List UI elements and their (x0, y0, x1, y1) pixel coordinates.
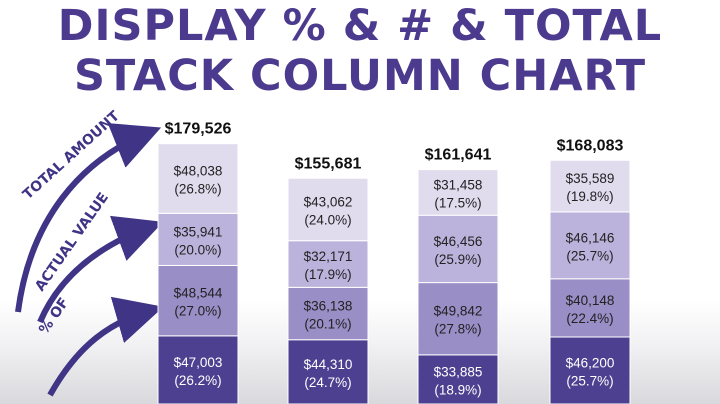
bar-segment (157, 212, 239, 266)
segment-percent-label: (26.2%) (174, 373, 221, 388)
bar-segment (417, 169, 499, 216)
segment-value-label: $46,200 (566, 356, 615, 371)
segment-percent-label: (17.5%) (434, 195, 481, 210)
segment-percent-label: (20.0%) (174, 242, 221, 257)
segment-value-label: $49,842 (434, 304, 483, 319)
segment-percent-label: (26.8%) (174, 182, 221, 197)
segment-percent-label: (25.7%) (566, 374, 613, 389)
chart-title-line-2: STACK COLUMN CHART (73, 51, 647, 101)
segment-value-label: $31,458 (434, 177, 483, 192)
bar-segment (549, 159, 631, 213)
bar-segment (417, 354, 499, 404)
segment-value-label: $35,941 (174, 224, 223, 239)
segment-percent-label: (24.0%) (304, 212, 351, 227)
segment-percent-label: (24.7%) (304, 375, 351, 390)
segment-percent-label: (25.7%) (566, 248, 613, 263)
percent-of-arrow (47, 296, 164, 397)
segment-percent-label: (22.4%) (566, 311, 613, 326)
segment-percent-label: (27.8%) (434, 322, 481, 337)
chart-title-line-1: DISPLAY % & # & TOTAL (57, 1, 663, 51)
segment-value-label: $40,148 (566, 293, 615, 308)
segment-value-label: $43,062 (304, 194, 353, 209)
segment-percent-label: (25.9%) (434, 252, 481, 267)
segment-value-label: $46,456 (434, 234, 483, 249)
bar-segment (549, 278, 631, 338)
column-total-label: $155,681 (295, 155, 362, 172)
segment-value-label: $36,138 (304, 299, 353, 314)
bar-segment (417, 282, 499, 356)
segment-percent-label: (17.9%) (304, 267, 351, 282)
bar-segment (157, 143, 239, 214)
bar-segment (287, 177, 369, 242)
bar-segment (549, 211, 631, 280)
segment-value-label: $35,589 (566, 171, 615, 186)
column-total-label: $161,641 (425, 147, 492, 164)
segment-value-label: $44,310 (304, 357, 353, 372)
segment-percent-label: (27.0%) (174, 304, 221, 319)
segment-percent-label: (18.9%) (434, 382, 481, 397)
actual-value-arrow (37, 215, 164, 324)
bar-segment (287, 286, 369, 341)
segment-percent-label: (20.1%) (304, 317, 351, 332)
column-total-label: $168,083 (557, 137, 624, 154)
column-total-label: $179,526 (165, 121, 232, 138)
segment-value-label: $48,038 (174, 164, 223, 179)
bar-segment (157, 335, 239, 404)
segment-percent-label: (19.8%) (566, 189, 613, 204)
bar-segment (157, 264, 239, 337)
bar-segment (287, 339, 369, 404)
bar-segment (417, 214, 499, 284)
segment-value-label: $33,885 (434, 364, 483, 379)
segment-value-label: $32,171 (304, 249, 353, 264)
segment-value-label: $48,544 (174, 286, 223, 301)
total-amount-arrow (15, 123, 162, 313)
segment-value-label: $47,003 (174, 355, 223, 370)
segment-value-label: $46,146 (566, 230, 615, 245)
chart-bars: $47,003 (26.2%) $48,544 (27.0%) $35,941 (20.0… (157, 121, 631, 404)
